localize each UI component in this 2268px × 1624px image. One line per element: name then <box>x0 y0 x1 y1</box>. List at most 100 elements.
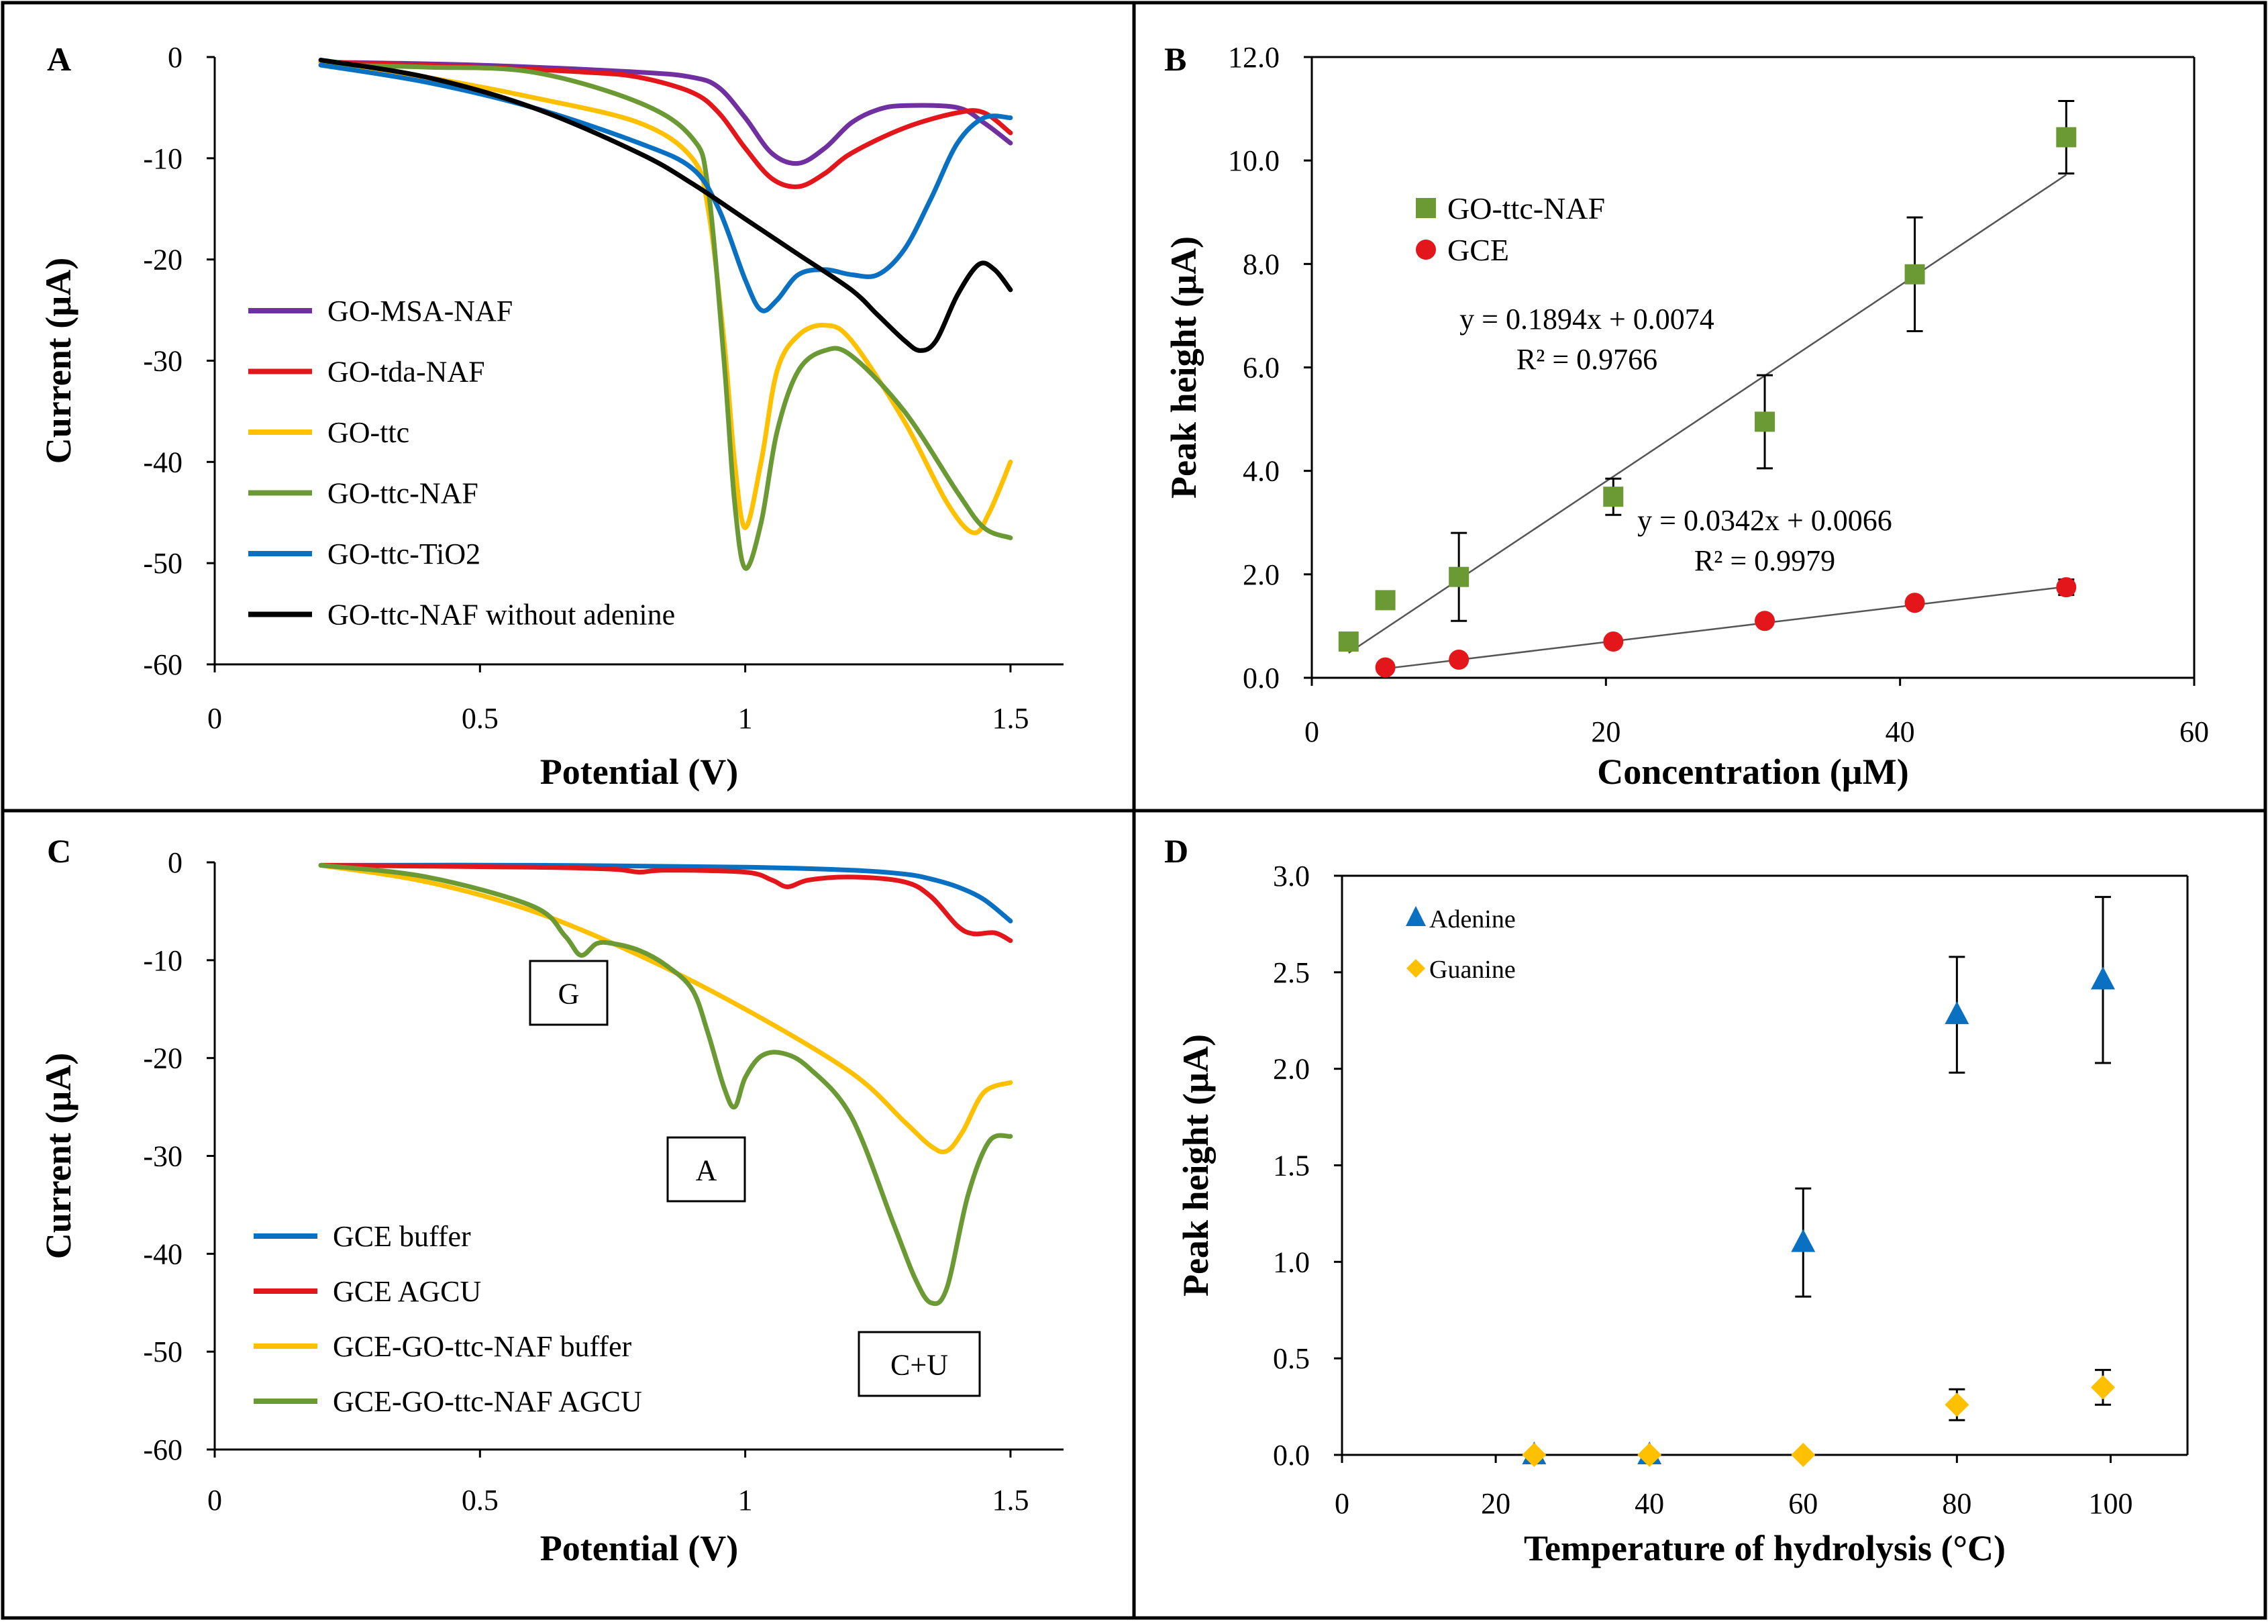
series-line <box>318 60 1013 166</box>
legend-label: GCE buffer <box>333 1220 471 1253</box>
legend-label: Adenine <box>1429 905 1516 933</box>
data-point <box>2091 966 2115 990</box>
legend-swatch <box>1416 198 1436 218</box>
legend-label: GO-ttc-NAF <box>1447 191 1605 225</box>
x-axis-label: Temperature of hydrolysis (°C) <box>1524 1528 2006 1568</box>
x-tick-label: 40 <box>1886 715 1915 748</box>
legend-label: GCE AGCU <box>333 1275 481 1308</box>
series-line <box>318 62 1013 571</box>
data-point <box>1603 631 1624 652</box>
panel-letter: B <box>1164 40 1186 78</box>
y-tick-label: 2.5 <box>1273 956 1310 989</box>
data-point <box>2056 577 2077 598</box>
data-point <box>1522 1443 1547 1467</box>
panel-a: A 0 -10 -20 -30 -40 -50 -60 0 0.5 1 1.5 Potential (V… <box>38 40 1064 792</box>
data-point <box>1904 264 1925 285</box>
legend-label: GO-ttc-NAF <box>327 477 478 510</box>
legend-label: GO-ttc <box>327 416 409 449</box>
y-tick-label: 3.0 <box>1273 860 1310 893</box>
legend-label: GCE-GO-ttc-NAF AGCU <box>333 1385 642 1418</box>
x-tick-label: 1.5 <box>992 1484 1029 1517</box>
series-line <box>318 60 1013 536</box>
y-axis-label: Current (µA) <box>38 258 79 464</box>
y-tick-label: -50 <box>143 1335 183 1368</box>
y-tick-label: -60 <box>143 648 183 681</box>
fit-r2: R² = 0.9979 <box>1694 544 1835 577</box>
legend-label: GCE-GO-ttc-NAF buffer <box>333 1330 632 1363</box>
x-tick-label: 1 <box>738 702 753 735</box>
series-line <box>318 862 1013 1155</box>
x-tick-label: 1.5 <box>992 702 1029 735</box>
data-point <box>1945 1001 1969 1025</box>
legend-label: GO-ttc-NAF without adenine <box>327 599 675 631</box>
legend-label: GCE <box>1447 233 1509 267</box>
data-point <box>1449 566 1470 587</box>
x-tick-label: 60 <box>2179 715 2209 748</box>
x-tick-label: 0 <box>1304 715 1319 748</box>
annotation-label: A <box>696 1154 717 1187</box>
data-point <box>1755 611 1775 631</box>
data-point <box>1449 650 1470 670</box>
data-point <box>1755 411 1775 432</box>
y-tick-label: 0.0 <box>1243 662 1280 695</box>
x-tick-label: 0 <box>1335 1487 1349 1520</box>
y-tick-label: -20 <box>143 1042 183 1075</box>
x-tick-label: 0.5 <box>462 702 499 735</box>
data-point <box>1945 1392 1969 1417</box>
y-tick-label: 10.0 <box>1228 144 1280 177</box>
y-tick-label: 0 <box>168 41 183 74</box>
y-tick-label: -10 <box>143 944 183 977</box>
legend-swatch <box>1406 959 1425 978</box>
annotation-box <box>666 1136 746 1203</box>
data-point <box>1791 1443 1816 1467</box>
y-tick-label: 12.0 <box>1228 41 1280 74</box>
panel-letter: D <box>1164 832 1188 870</box>
x-tick-label: 40 <box>1635 1487 1664 1520</box>
fit-equation: y = 0.0342x + 0.0066 <box>1637 504 1892 537</box>
y-tick-label: 8.0 <box>1243 248 1280 281</box>
fit-r2: R² = 0.9766 <box>1516 343 1657 376</box>
data-point <box>1904 593 1925 613</box>
y-tick-label: -10 <box>143 142 183 175</box>
panel-d: D 0.0 0.5 1.0 1.5 2.0 2.5 3.0 0 20 40 60 80 100 Temper… <box>1164 832 2189 1568</box>
data-point <box>2056 127 2077 148</box>
y-tick-label: 0 <box>168 846 183 879</box>
legend-label: GO-MSA-NAF <box>327 295 513 327</box>
legend-swatch <box>1416 240 1436 260</box>
data-point <box>1338 631 1359 652</box>
data-point <box>1637 1443 1662 1467</box>
series-line <box>318 862 1013 1307</box>
y-tick-label: 1.0 <box>1273 1246 1310 1278</box>
annotation-box <box>529 960 609 1026</box>
legend-swatch <box>1406 906 1426 926</box>
y-tick-label: -40 <box>143 446 183 478</box>
x-axis-label: Potential (V) <box>540 752 738 792</box>
series-line <box>318 58 1013 353</box>
x-axis-label: Potential (V) <box>540 1528 738 1568</box>
panel-letter: A <box>47 40 71 78</box>
y-tick-label: -30 <box>143 345 183 378</box>
y-tick-label: 0.0 <box>1273 1439 1310 1472</box>
y-tick-label: 2.0 <box>1243 558 1280 591</box>
y-tick-label: 0.5 <box>1273 1342 1310 1375</box>
legend-label: Guanine <box>1429 956 1516 984</box>
annotation-label: G <box>558 978 580 1011</box>
y-tick-label: 6.0 <box>1243 352 1280 385</box>
y-tick-label: 4.0 <box>1243 455 1280 488</box>
x-tick-label: 1 <box>738 1484 753 1517</box>
y-axis-label: Current (µA) <box>38 1053 79 1260</box>
series-line <box>318 862 1013 944</box>
data-point <box>1375 657 1396 678</box>
panel-b: B 0.0 2.0 4.0 6.0 8.0 10.0 12.0 0 20 40 60 Concentra… <box>1164 40 2209 792</box>
data-point <box>1791 1229 1816 1252</box>
x-tick-label: 0 <box>207 1484 222 1517</box>
y-tick-label: -40 <box>143 1237 183 1270</box>
x-tick-label: 80 <box>1942 1487 1971 1520</box>
y-axis-label: Peak height (µA) <box>1176 1034 1216 1297</box>
x-tick-label: 20 <box>1591 715 1620 748</box>
x-axis-label: Concentration (µM) <box>1597 752 1909 792</box>
series-line <box>318 862 1013 923</box>
trendline <box>1385 586 2067 670</box>
y-tick-label: -20 <box>143 244 183 276</box>
